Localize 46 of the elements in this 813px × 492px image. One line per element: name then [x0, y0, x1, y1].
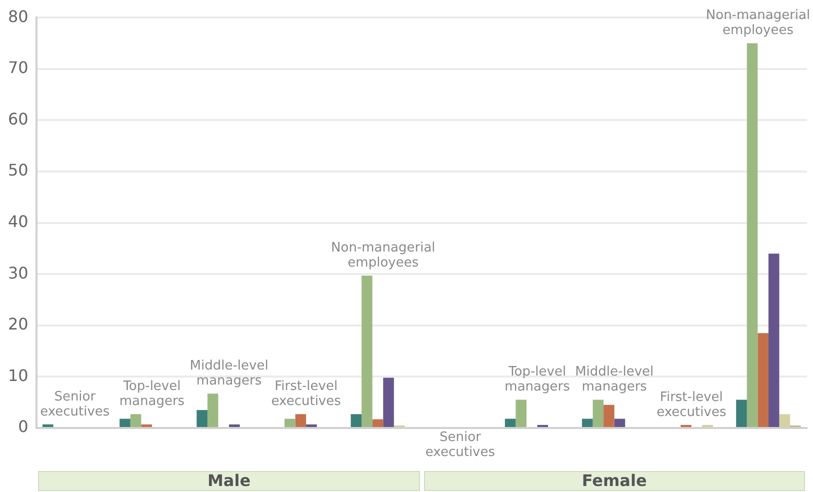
bar	[362, 276, 372, 427]
x-tick-label: Senior executives	[425, 430, 496, 460]
text: Female	[424, 471, 805, 491]
x-tick-label: First-level executives	[656, 390, 726, 420]
y-tick-label: 50	[8, 160, 28, 180]
x-tick-label: Top-level managers	[119, 379, 185, 410]
bar	[779, 414, 790, 427]
bar	[120, 418, 130, 427]
y-tick-label: 70	[8, 58, 28, 78]
x-tick-label: Senior executives	[40, 389, 110, 420]
bar	[229, 424, 240, 427]
bar	[196, 410, 208, 427]
y-tick-label: 0	[18, 417, 28, 436]
bar	[130, 414, 142, 427]
x-tick-label: Non-managerial employees	[706, 8, 810, 38]
bar	[141, 424, 152, 427]
y-tick-label: 80	[8, 6, 28, 26]
bar	[614, 418, 626, 427]
y-tick-label: 20	[8, 314, 28, 334]
bar	[504, 418, 516, 427]
y-tick-label: 30	[8, 263, 28, 282]
bar	[284, 418, 296, 427]
x-tick-label: Middle-level managers	[190, 358, 268, 389]
bar	[768, 254, 780, 427]
x-tick-label: Non-managerial employees	[331, 240, 436, 271]
bar	[736, 400, 747, 427]
bar	[350, 414, 362, 427]
y-tick-label: 60	[8, 109, 28, 128]
bar	[295, 414, 306, 427]
bar	[207, 394, 218, 427]
bar	[582, 418, 593, 427]
bar	[383, 378, 394, 427]
bar	[516, 400, 526, 427]
text: Male	[38, 471, 420, 491]
bar	[758, 333, 768, 427]
bar	[592, 400, 604, 427]
bar	[604, 404, 614, 427]
y-tick-label: 40	[8, 212, 28, 231]
bar	[746, 43, 758, 427]
x-tick-label: First-level executives	[271, 379, 342, 410]
bar	[372, 419, 384, 427]
x-tick-label: Middle-level managers	[575, 364, 654, 395]
bar	[306, 424, 317, 427]
bar	[42, 424, 54, 427]
x-tick-label: Top-level managers	[504, 364, 570, 395]
y-tick-label: 10	[8, 366, 28, 385]
